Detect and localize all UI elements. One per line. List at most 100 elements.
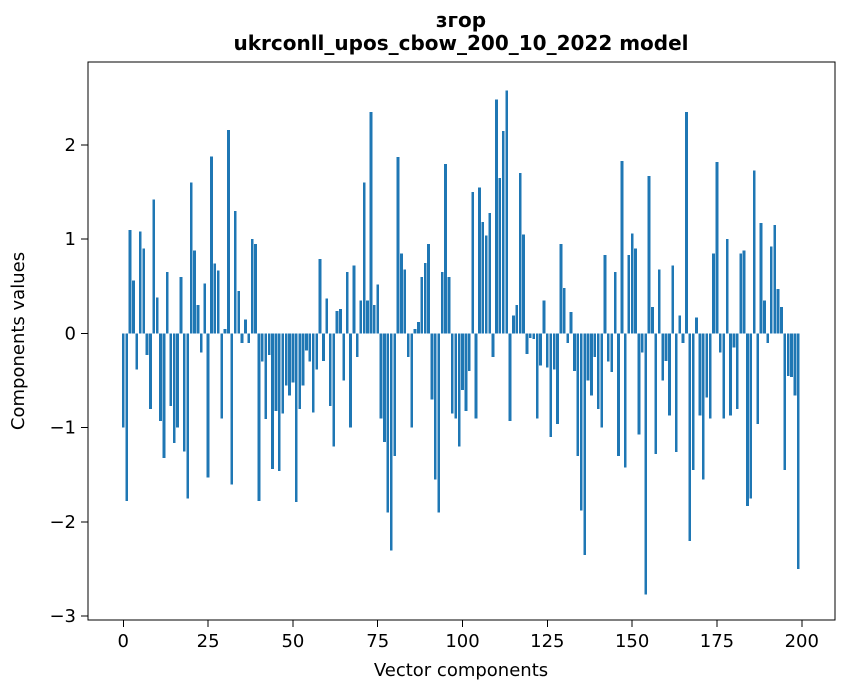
bar: [149, 333, 152, 409]
bar: [562, 288, 566, 334]
bar: [783, 333, 787, 471]
bar: [729, 333, 732, 416]
bar: [681, 333, 685, 343]
y-tick-label: −1: [49, 418, 76, 439]
bar: [708, 333, 712, 419]
bar: [417, 322, 420, 334]
bar: [305, 333, 308, 351]
bar: [725, 239, 729, 334]
bar: [196, 305, 200, 334]
bar: [607, 333, 610, 362]
bar: [284, 333, 288, 386]
bar: [152, 199, 156, 334]
bar: [132, 280, 135, 334]
bar: [335, 310, 339, 334]
bar: [322, 333, 325, 361]
bar: [742, 250, 746, 334]
bar: [244, 319, 247, 334]
bar: [206, 333, 210, 478]
bar: [756, 333, 760, 424]
plot-border: [87, 61, 836, 621]
bar: [254, 243, 257, 334]
bar: [525, 333, 529, 355]
bar: [210, 156, 213, 334]
bar: [216, 270, 220, 334]
bar: [484, 235, 488, 334]
bar: [610, 333, 614, 373]
bar: [735, 333, 739, 409]
y-tick-label: 2: [65, 135, 76, 156]
bar: [498, 177, 502, 334]
bar: [617, 333, 620, 456]
bar: [379, 333, 383, 419]
bar: [328, 333, 332, 407]
bar: [267, 333, 271, 356]
bar: [264, 333, 268, 420]
bar: [590, 333, 593, 396]
bar: [162, 333, 166, 458]
bar: [413, 328, 417, 334]
bar: [271, 333, 274, 470]
bar: [545, 333, 549, 368]
bar: [793, 333, 797, 396]
bar: [261, 333, 264, 362]
bar: [691, 333, 695, 471]
bar: [786, 333, 790, 376]
x-tick-label: 25: [197, 631, 220, 652]
bar: [535, 333, 539, 419]
bar: [637, 333, 641, 435]
x-tick-label: 125: [530, 631, 564, 652]
bar: [247, 333, 251, 343]
bar: [505, 90, 508, 334]
bar: [437, 333, 441, 513]
x-axis-ticks: 0 25 50 75 100 125 150 175 200: [118, 620, 819, 652]
bar: [359, 300, 363, 334]
bar: [440, 272, 444, 334]
bar: [220, 333, 224, 419]
bar: [447, 276, 451, 334]
bar: [705, 333, 709, 398]
bar: [257, 333, 261, 502]
bar: [121, 333, 125, 428]
bar: [339, 308, 342, 334]
bar: [495, 99, 498, 334]
bar: [529, 333, 532, 339]
bar: [213, 263, 217, 334]
bar: [640, 333, 644, 353]
bar: [369, 111, 373, 334]
bar: [383, 333, 386, 442]
bar: [702, 333, 705, 480]
bar: [410, 333, 413, 428]
bar: [603, 255, 607, 334]
bar: [467, 333, 471, 372]
bar: [301, 333, 305, 386]
bar: [522, 234, 525, 334]
bar: [135, 333, 139, 370]
y-axis-label: Components values: [8, 252, 29, 430]
bar: [203, 283, 207, 334]
bar: [125, 333, 129, 502]
bar: [389, 333, 393, 551]
bar: [393, 333, 397, 456]
bar: [613, 272, 617, 334]
bar: [318, 259, 322, 334]
bar: [406, 333, 410, 358]
bar: [732, 333, 736, 348]
bar: [403, 269, 407, 334]
bar: [199, 333, 203, 353]
bar: [586, 333, 590, 381]
y-tick-label: 0: [65, 323, 76, 344]
y-tick-label: −3: [49, 606, 76, 627]
chart-title-line1: згор: [436, 8, 486, 32]
bar: [549, 333, 553, 438]
bar: [515, 305, 519, 334]
bar: [657, 269, 661, 334]
bar: [325, 298, 329, 334]
bar: [291, 333, 295, 383]
bar: [474, 333, 478, 419]
bar: [776, 289, 780, 334]
bar: [559, 243, 563, 334]
bar: [308, 333, 312, 362]
